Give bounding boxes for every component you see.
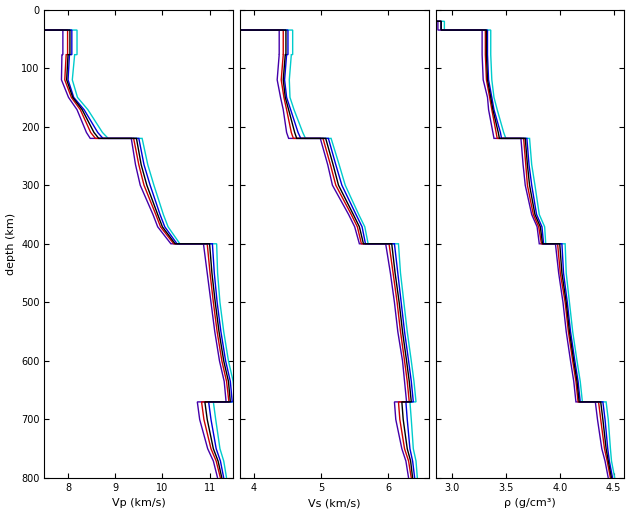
X-axis label: Vp (km/s): Vp (km/s) (112, 499, 166, 508)
X-axis label: Vs (km/s): Vs (km/s) (308, 499, 361, 508)
Y-axis label: depth (km): depth (km) (6, 213, 16, 275)
X-axis label: ρ (g/cm³): ρ (g/cm³) (504, 499, 556, 508)
